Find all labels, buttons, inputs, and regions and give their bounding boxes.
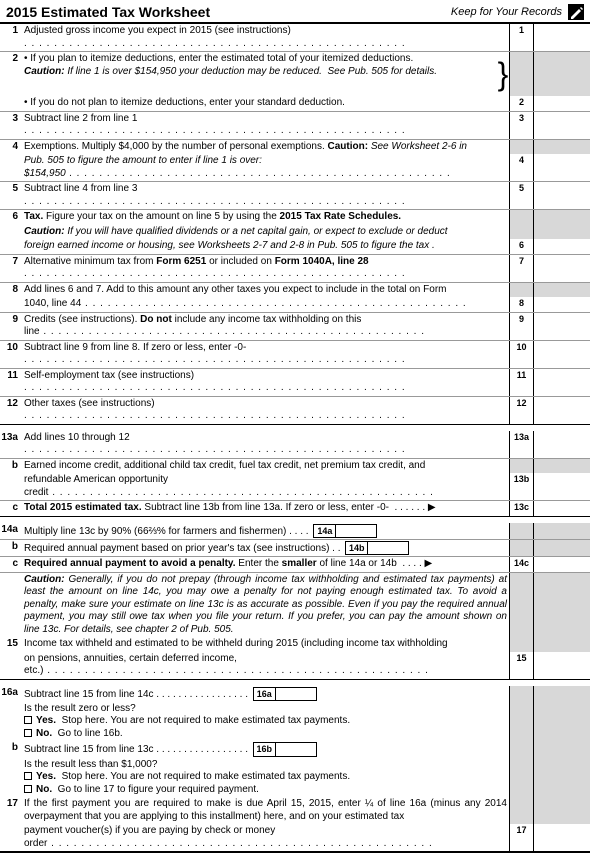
line-9: 9 Credits (see instructions). Do not inc… <box>0 313 590 341</box>
line-10: 10 Subtract line 9 from line 8. If zero … <box>0 341 590 369</box>
box-3-value[interactable] <box>534 112 590 139</box>
line-4: 4 Exemptions. Multiply $4,000 by the num… <box>0 140 590 155</box>
box-5-value[interactable] <box>534 182 590 209</box>
box-14b-value[interactable] <box>368 542 408 553</box>
box-7-value[interactable] <box>534 255 590 282</box>
line-13b: b Earned income credit, additional child… <box>0 459 590 474</box>
box-13c-label: 13c <box>510 501 534 516</box>
box-9-label: 9 <box>510 313 534 340</box>
line-8b: 1040, line 44 8 <box>0 297 590 313</box>
keep-records: Keep for Your Records <box>451 4 584 20</box>
checkbox-16b-no[interactable] <box>24 785 32 793</box>
line-6-caution: Caution: If you will have qualified divi… <box>0 225 590 240</box>
box-6-value[interactable] <box>534 239 590 254</box>
line-14b: b Required annual payment based on prior… <box>0 540 590 557</box>
line-16b-q: Is the result less than $1,000? Yes. Sto… <box>0 758 590 798</box>
box-7-label: 7 <box>510 255 534 282</box>
box-12-value[interactable] <box>534 397 590 424</box>
box-2-value[interactable] <box>534 96 590 111</box>
checkbox-16a-yes[interactable] <box>24 716 32 724</box>
box-8-value[interactable] <box>534 297 590 312</box>
line-13a: 13a Add lines 10 through 12 13a <box>0 431 590 459</box>
line-8: 8 Add lines 6 and 7. Add to this amount … <box>0 283 590 298</box>
box-17-label: 17 <box>510 824 534 851</box>
box-13a-label: 13a <box>510 431 534 458</box>
box-6-label: 6 <box>510 239 534 254</box>
line-1: 1 Adjusted gross income you expect in 20… <box>0 24 590 52</box>
box-3-label: 3 <box>510 112 534 139</box>
box-14c-value[interactable] <box>534 557 590 572</box>
checkbox-16b-yes[interactable] <box>24 772 32 780</box>
brace-icon: } <box>497 52 509 96</box>
box-8-label: 8 <box>510 297 534 312</box>
line-11: 11 Self-employment tax (see instructions… <box>0 369 590 397</box>
box-4-value[interactable] <box>534 154 590 181</box>
box-13a-value[interactable] <box>534 431 590 458</box>
box-12-label: 12 <box>510 397 534 424</box>
box-15-value[interactable] <box>534 652 590 679</box>
box-16a-label: 16a <box>254 688 276 700</box>
line-3: 3 Subtract line 2 from line 1 3 <box>0 112 590 140</box>
line-13c: c Total 2015 estimated tax. Subtract lin… <box>0 501 590 517</box>
box-13c-value[interactable] <box>534 501 590 516</box>
line-17b: payment voucher(s) if you are paying by … <box>0 824 590 853</box>
box-13b-label: 13b <box>510 473 534 500</box>
line-12: 12 Other taxes (see instructions) 12 <box>0 397 590 425</box>
box-2-label: 2 <box>510 96 534 111</box>
line-6-caution2: foreign earned income or housing, see Wo… <box>0 239 590 255</box>
box-1-value[interactable] <box>534 24 590 51</box>
box-10-label: 10 <box>510 341 534 368</box>
line-14-caution: Caution: Generally, if you do not prepay… <box>0 573 590 638</box>
line-4b: Pub. 505 to figure the amount to enter i… <box>0 154 590 182</box>
box-14c-label: 14c <box>510 557 534 572</box>
line-6: 6 Tax. Figure your tax on the amount on … <box>0 210 590 225</box>
box-17-value[interactable] <box>534 824 590 851</box>
line-13b2: refundable American opportunity credit 1… <box>0 473 590 501</box>
box-14b-label: 14b <box>346 542 368 554</box>
worksheet-header: 2015 Estimated Tax Worksheet Keep for Yo… <box>0 0 590 24</box>
box-4-label: 4 <box>510 154 534 181</box>
pencil-icon <box>568 4 584 20</box>
box-15-label: 15 <box>510 652 534 679</box>
line-16a: 16a Subtract line 15 from line 14c . . .… <box>0 686 590 702</box>
box-11-label: 11 <box>510 369 534 396</box>
box-16b-value[interactable] <box>276 743 316 754</box>
line-16b: b Subtract line 15 from line 13c . . . .… <box>0 741 590 757</box>
line-2-caution: If line 1 is over $154,950 your deductio… <box>67 66 437 77</box>
line-17: 17 If the first payment you are required… <box>0 797 590 824</box>
line-14a: 14a Multiply line 13c by 90% (66⅔% for f… <box>0 523 590 540</box>
box-11-value[interactable] <box>534 369 590 396</box>
line-5: 5 Subtract line 4 from line 3 5 <box>0 182 590 210</box>
line-15b: on pensions, annuities, certain deferred… <box>0 652 590 680</box>
checkbox-16a-no[interactable] <box>24 729 32 737</box>
line-14c: c Required annual payment to avoid a pen… <box>0 557 590 573</box>
box-1-label: 1 <box>510 24 534 51</box>
line-2: 2 • If you plan to itemize deductions, e… <box>0 52 590 96</box>
box-14a-value[interactable] <box>336 525 376 536</box>
worksheet-title: 2015 Estimated Tax Worksheet <box>6 4 210 20</box>
line-16a-q: Is the result zero or less? Yes. Stop he… <box>0 702 590 742</box>
line-15: 15 Income tax withheld and estimated to … <box>0 637 590 652</box>
box-14a-label: 14a <box>314 525 336 537</box>
box-5-label: 5 <box>510 182 534 209</box>
box-10-value[interactable] <box>534 341 590 368</box>
box-16a-value[interactable] <box>276 688 316 699</box>
line-7: 7 Alternative minimum tax from Form 6251… <box>0 255 590 283</box>
box-9-value[interactable] <box>534 313 590 340</box>
box-13b-value[interactable] <box>534 473 590 500</box>
line-2b: • If you do not plan to itemize deductio… <box>0 96 590 112</box>
box-16b-label: 16b <box>254 743 276 755</box>
